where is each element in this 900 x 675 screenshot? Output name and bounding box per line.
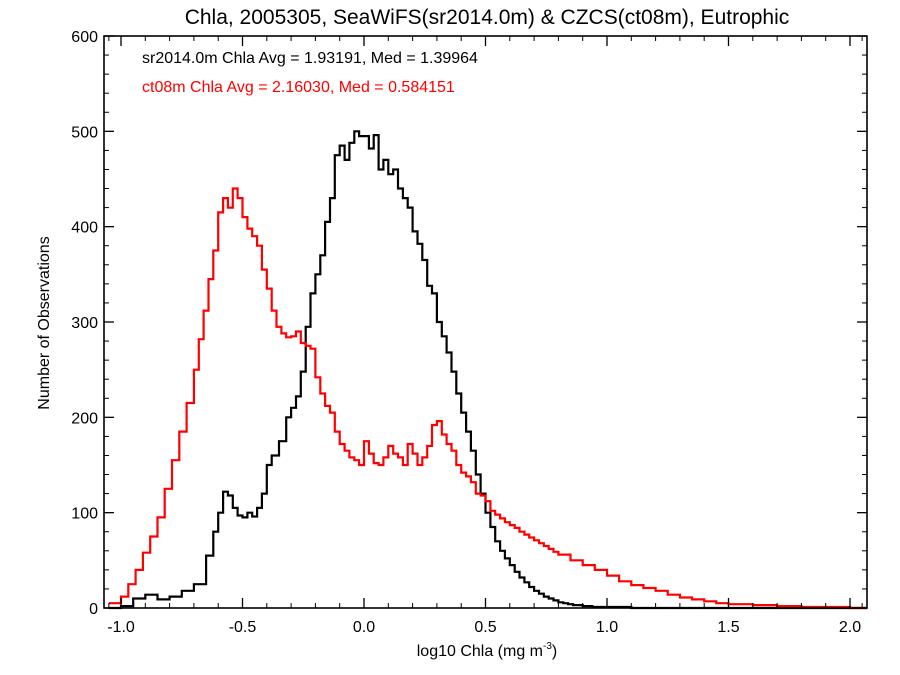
y-tick-label: 600 — [71, 29, 98, 46]
series-line-1 — [108, 187, 867, 610]
y-tick-label: 200 — [71, 410, 98, 427]
chart-title: Chla, 2005305, SeaWiFS(sr2014.0m) & CZCS… — [185, 6, 790, 29]
x-tick-label: 0.0 — [353, 619, 375, 636]
x-axis-label: log10 Chla (mg m-3) — [417, 641, 558, 660]
annotation-ct08m: ct08m Chla Avg = 2.16030, Med = 0.584151 — [142, 79, 455, 96]
x-tick-label: -0.5 — [229, 619, 257, 636]
x-axis-label-superscript: -3 — [543, 641, 552, 652]
y-tick-label: 300 — [71, 315, 98, 332]
plot-frame — [103, 35, 868, 609]
annotation-sr2014: sr2014.0m Chla Avg = 1.93191, Med = 1.39… — [142, 50, 478, 67]
x-tick-label: 1.5 — [717, 619, 739, 636]
y-tick-label: 0 — [89, 601, 98, 618]
x-axis-label-close: ) — [552, 643, 557, 660]
x-tick-label: 2.0 — [839, 619, 861, 636]
x-axis-label-text: log10 Chla (mg m — [417, 643, 543, 660]
y-tick-label: 400 — [71, 220, 98, 237]
x-tick-label: -1.0 — [107, 619, 135, 636]
series-line-0 — [108, 130, 867, 610]
x-tick-label: 1.0 — [596, 619, 618, 636]
x-tick-label: 0.5 — [474, 619, 496, 636]
y-tick-label: 500 — [71, 124, 98, 141]
series-layer — [108, 130, 867, 610]
y-tick-label: 100 — [71, 506, 98, 523]
y-axis-label: Number of Observations — [36, 236, 53, 409]
tick-layer: -1.0 -0.5 0.0 0.5 1.0 1.5 2.0 0 100 200 300 400 500 6… — [71, 29, 867, 636]
